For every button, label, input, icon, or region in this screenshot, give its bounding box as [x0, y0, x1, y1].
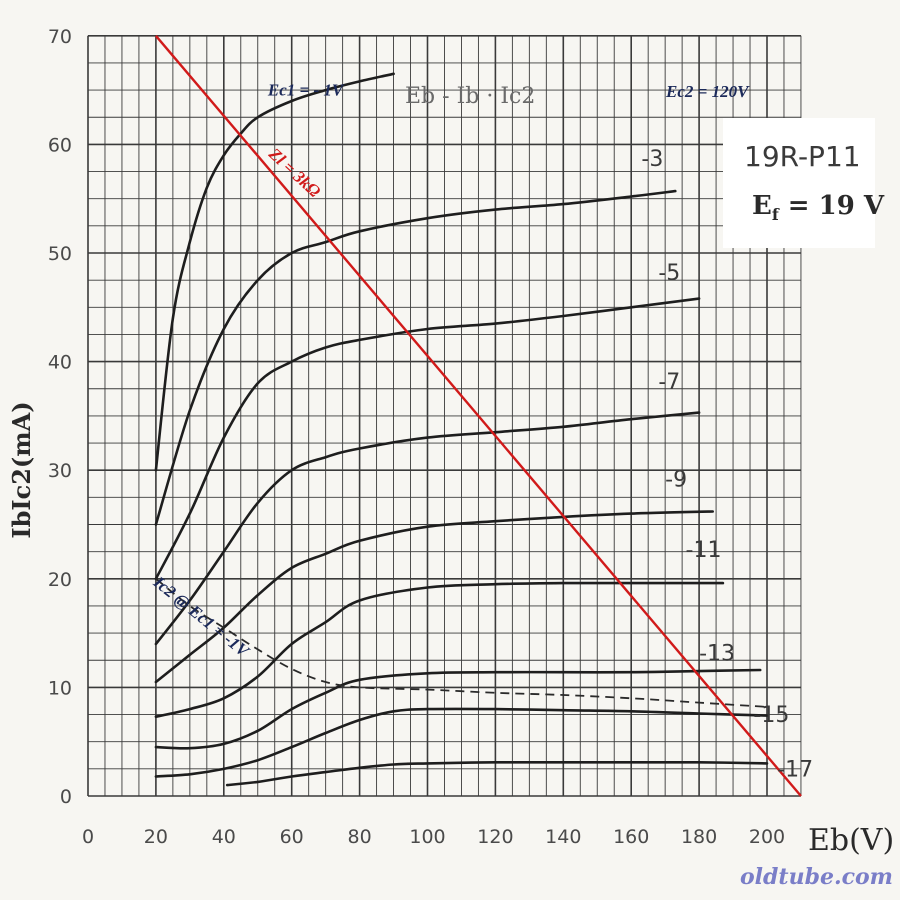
y-tick-label: 50 — [48, 243, 72, 265]
load-line-label: Zl = 3kΩ — [264, 144, 324, 202]
screen-current-group — [155, 578, 768, 708]
series-label-2: -5 — [658, 261, 680, 286]
x-tick-label: 60 — [280, 826, 304, 848]
load-line — [154, 35, 802, 797]
series-label-1: -3 — [641, 147, 663, 172]
series-line-2 — [154, 297, 701, 581]
watermark: oldtube.com — [740, 864, 893, 890]
y-tick-label: 70 — [48, 26, 72, 48]
series-label-8: -17 — [777, 757, 813, 782]
x-tick-label: 180 — [681, 826, 717, 848]
series-label-7: -15 — [753, 703, 789, 728]
series-group — [154, 72, 769, 787]
x-tick-label: 100 — [409, 826, 445, 848]
x-tick-label: 40 — [212, 826, 236, 848]
series-label-5: -11 — [686, 538, 722, 563]
y-tick-label: 60 — [48, 134, 72, 156]
x-tick-label: 160 — [613, 826, 649, 848]
y-tick-label: 40 — [48, 352, 72, 374]
filament-voltage-label: Ef = 19 V — [752, 191, 885, 224]
tube-type-label: 19R-P11 — [744, 140, 861, 173]
series-line-5 — [154, 581, 725, 718]
screen-current-line — [155, 578, 768, 708]
x-tick-label: 120 — [477, 826, 513, 848]
y-tick-label: 0 — [60, 786, 72, 808]
screen-voltage-label: Ec2 = 120V — [665, 82, 750, 101]
series-line-7 — [154, 707, 769, 778]
y-tick-label: 20 — [48, 569, 72, 591]
x-tick-label: 80 — [348, 826, 372, 848]
grid — [87, 34, 802, 797]
tick-labels: 0 20 40 60 80 100 120 140 160 180 200 0 10 20 30 40 50 60… — [48, 26, 785, 848]
series-line-1 — [154, 189, 677, 526]
x-tick-label: 200 — [749, 826, 785, 848]
y-axis-label: IbIc2(mA) — [7, 401, 36, 538]
series-line-8 — [225, 760, 769, 787]
x-axis-label: Eb(V) — [808, 823, 894, 858]
chart-title: Eb - Ib · Ic2 — [405, 84, 535, 109]
series-label-6: -13 — [699, 641, 735, 666]
y-tick-label: 30 — [48, 460, 72, 482]
x-tick-label: 140 — [545, 826, 581, 848]
load-line-group — [154, 35, 802, 797]
x-tick-label: 0 — [82, 826, 94, 848]
y-tick-label: 10 — [48, 677, 72, 699]
series-line-3 — [154, 411, 701, 646]
series-line-6 — [154, 668, 762, 750]
series-label-0: Ec1 = - 1V — [267, 81, 345, 100]
series-label-4: -9 — [665, 467, 687, 492]
series-label-3: -7 — [658, 370, 680, 395]
series-line-0 — [154, 72, 395, 472]
tube-info-box — [723, 118, 875, 248]
x-tick-label: 20 — [144, 826, 168, 848]
